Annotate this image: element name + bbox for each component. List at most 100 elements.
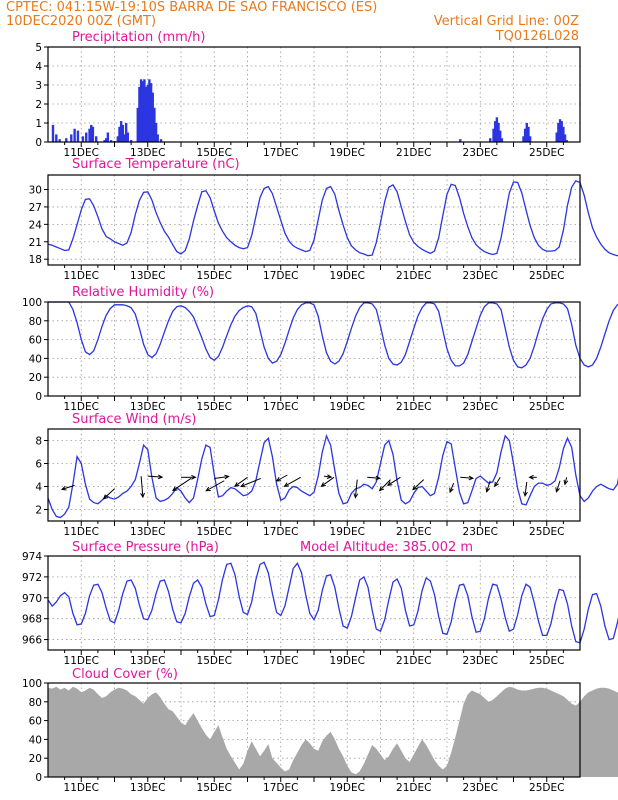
precip-bar <box>499 130 502 142</box>
y-tick-label: 21 <box>29 237 42 249</box>
x-tick-label: 19DEC <box>330 655 365 667</box>
wind-arrow-shaft <box>486 480 491 492</box>
wind-arrow-head <box>191 474 197 480</box>
panel-3: 0 20 40 60 80 100 11DEC 13DEC 15DEC 17DEC 19DEC 21D… <box>22 285 618 413</box>
x-tick-label: 15DEC <box>197 655 232 667</box>
wind-arrow-shaft <box>140 476 144 498</box>
x-tick-label: 15DEC <box>197 147 232 159</box>
y-tick-label: 20 <box>29 372 42 384</box>
wind-arrow-head <box>320 482 326 487</box>
precip-bar <box>126 132 129 142</box>
wind-arrow-head <box>555 487 560 493</box>
x-tick-label: 19DEC <box>330 401 365 413</box>
precip-bar <box>497 123 500 142</box>
y-tick-label: 0 <box>35 391 42 403</box>
wind-arrow-head <box>449 487 454 494</box>
wind-arrow-shaft <box>449 482 455 493</box>
precip-bar <box>489 138 492 142</box>
panel-title: Surface Temperature (nC) <box>72 157 240 172</box>
y-tick-label: 24 <box>29 219 43 231</box>
x-tick-label: 15DEC <box>197 782 232 794</box>
precip-bar <box>159 139 163 142</box>
wind-arrow-head <box>412 485 418 491</box>
precip-bar <box>146 85 149 142</box>
y-tick-label: 1 <box>35 118 42 130</box>
precip-bar <box>558 119 562 142</box>
x-tick-label: 17DEC <box>263 401 298 413</box>
series-line <box>47 561 618 644</box>
y-tick-label: 60 <box>29 716 42 728</box>
x-tick-label: 11DEC <box>64 401 99 413</box>
x-tick-label: 17DEC <box>263 147 298 159</box>
x-tick-label: 21DEC <box>396 782 431 794</box>
precip-bar <box>494 121 497 142</box>
precip-bar <box>88 128 91 142</box>
y-tick-label: 974 <box>22 551 42 563</box>
precip-bar <box>495 117 499 142</box>
precip-bar <box>95 136 98 142</box>
y-tick-label: 40 <box>29 353 42 365</box>
y-tick-label: 30 <box>29 185 42 197</box>
precip-bar <box>129 140 133 142</box>
wind-arrow-shaft <box>323 475 332 478</box>
x-tick-label: 23DEC <box>463 782 498 794</box>
wind-arrow-shaft <box>147 475 163 478</box>
wind-arrow-shaft <box>354 479 358 498</box>
x-tick-label: 17DEC <box>263 270 298 282</box>
precip-bar <box>103 140 106 142</box>
y-tick-label: 27 <box>29 202 42 214</box>
wind-arrow-head <box>283 482 290 487</box>
wind-arrow-head <box>485 487 491 493</box>
panel-4: 2 4 6 8 11DEC 13DEC 15DEC 17DEC 19DEC 21DEC 23DEC 2… <box>35 412 618 538</box>
panel-title: Surface Pressure (hPa) <box>72 540 219 555</box>
y-tick-label: 80 <box>29 316 42 328</box>
x-tick-label: 11DEC <box>64 655 99 667</box>
wind-arrow-shaft <box>103 488 115 500</box>
wind-arrow-shaft <box>284 476 301 487</box>
x-tick-label: 21DEC <box>396 147 431 159</box>
wind-arrow-shaft <box>494 477 501 487</box>
precip-bar <box>118 126 121 142</box>
wind-arrow-shaft <box>276 474 288 482</box>
precip-bar <box>527 126 530 142</box>
x-tick-label: 15DEC <box>197 526 232 538</box>
precip-bar <box>557 123 560 142</box>
header-model-id: TQ0126L028 <box>495 29 579 44</box>
wind-arrow-shaft <box>412 479 425 490</box>
y-tick-label: 0 <box>35 772 42 784</box>
x-tick-label: 13DEC <box>130 401 165 413</box>
cloud-cover-area <box>48 686 618 777</box>
y-tick-label: 100 <box>22 678 42 690</box>
x-tick-label: 11DEC <box>64 782 99 794</box>
x-tick-label: 17DEC <box>263 655 298 667</box>
wind-arrow-shaft <box>172 478 192 491</box>
precip-bar <box>73 128 76 142</box>
x-tick-label: 25DEC <box>529 147 564 159</box>
panel-6: 0 20 40 60 80 100 11DEC 13DEC 15DEC 17DEC 19DEC 21D… <box>22 667 618 794</box>
header-grid-note: Vertical Grid Line: 00Z <box>434 14 579 29</box>
precip-bar <box>55 134 58 142</box>
x-tick-label: 23DEC <box>463 655 498 667</box>
panel-2: 18 21 24 27 30 11DEC 13DEC 15DEC 17DEC 19DEC 21DEC… <box>29 157 618 282</box>
x-tick-label: 11DEC <box>64 147 99 159</box>
wind-arrow-shaft <box>387 476 401 486</box>
wind-arrow-head <box>523 491 528 498</box>
precip-bar <box>136 107 139 142</box>
panel-subtitle: Model Altitude: 385.002 m <box>300 540 473 555</box>
wind-arrow-head <box>386 481 393 486</box>
precip-bar <box>116 136 120 142</box>
precip-bar <box>58 139 61 142</box>
panel-5: 966 968 970 972 974 11DEC 13DEC 15DEC 17DEC 19DEC… <box>22 540 618 667</box>
wind-arrow-head <box>494 481 499 488</box>
wind-arrow-shaft <box>379 479 391 491</box>
precip-bar <box>76 130 80 142</box>
x-tick-label: 13DEC <box>130 526 165 538</box>
x-tick-label: 21DEC <box>396 655 431 667</box>
precip-bar <box>123 134 126 142</box>
y-tick-label: 0 <box>35 137 42 149</box>
x-tick-label: 21DEC <box>396 526 431 538</box>
precip-bar <box>562 126 565 142</box>
x-tick-label: 13DEC <box>130 147 165 159</box>
x-tick-label: 13DEC <box>130 655 165 667</box>
panel-title: Cloud Cover (%) <box>72 667 178 682</box>
